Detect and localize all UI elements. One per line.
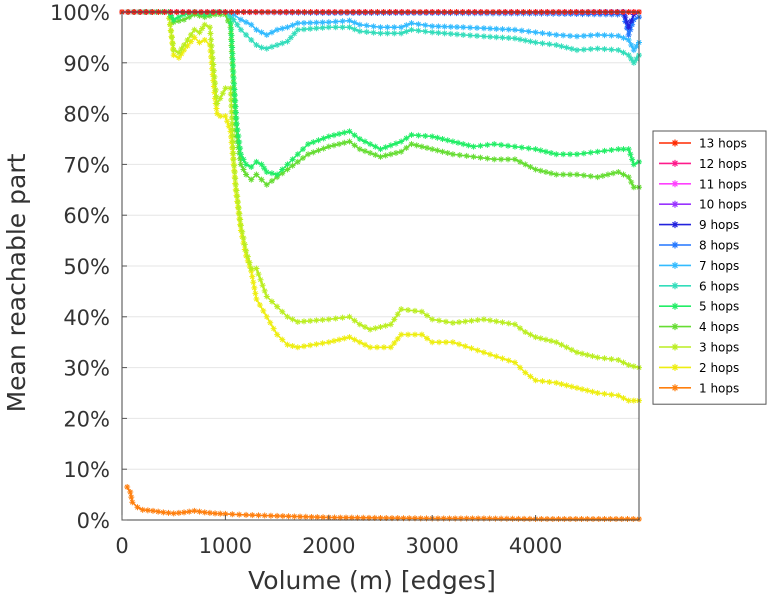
y-tick-label: 10% xyxy=(63,458,110,482)
y-tick-label: 90% xyxy=(63,52,110,76)
legend-label: 1 hops xyxy=(699,381,739,395)
legend-swatch-marker xyxy=(671,139,679,147)
legend-entry: 6 hops xyxy=(659,279,739,293)
legend-label: 12 hops xyxy=(699,157,747,171)
legend-swatch-marker xyxy=(671,363,679,371)
legend-swatch-marker xyxy=(671,261,679,269)
y-tick-label: 70% xyxy=(63,153,110,177)
legend-entry: 12 hops xyxy=(659,157,747,171)
y-tick-label: 20% xyxy=(63,407,110,431)
legend-label: 11 hops xyxy=(699,177,747,191)
legend-label: 6 hops xyxy=(699,279,739,293)
legend-label: 13 hops xyxy=(699,137,747,151)
legend-swatch-marker xyxy=(671,302,679,310)
legend-swatch-marker xyxy=(671,343,679,351)
legend-swatch-marker xyxy=(671,200,679,208)
legend-label: 3 hops xyxy=(699,341,739,355)
x-tick-label: 1000 xyxy=(199,534,252,558)
axis-ticks: 0% 10% 20% 30% 40% 50% 60% 70% 80% 90% 100% 0 1000 20… xyxy=(50,1,562,558)
legend-swatch-marker xyxy=(671,241,679,249)
x-tick-label: 0 xyxy=(115,534,128,558)
grid-lines xyxy=(122,11,639,521)
legend-label: 9 hops xyxy=(699,218,739,232)
legend-label: 4 hops xyxy=(699,320,739,334)
series-line xyxy=(126,486,639,520)
y-tick-label: 50% xyxy=(63,255,110,279)
legend-entry: 3 hops xyxy=(659,341,739,355)
y-tick-label: 80% xyxy=(63,103,110,127)
legend-entry: 1 hops xyxy=(659,381,739,395)
legend-swatch-marker xyxy=(671,180,679,188)
y-tick-label: 40% xyxy=(63,306,110,330)
legend-entry: 9 hops xyxy=(659,218,739,232)
y-axis-title: Mean reachable part xyxy=(2,153,31,412)
legend-swatch-marker xyxy=(671,384,679,392)
legend-entry: 4 hops xyxy=(659,320,739,334)
legend-label: 2 hops xyxy=(699,361,739,375)
legend-swatch-marker xyxy=(671,323,679,331)
series-markers xyxy=(124,483,642,522)
legend-swatch-marker xyxy=(671,282,679,290)
legend-entry: 2 hops xyxy=(659,361,739,375)
x-tick-label: 3000 xyxy=(405,534,458,558)
legend: 13 hops 12 hops 11 hops 10 hops 9 hops 8 hops… xyxy=(652,130,767,405)
legend-label: 5 hops xyxy=(699,300,739,314)
legend-entry: 7 hops xyxy=(659,259,739,273)
y-tick-label: 60% xyxy=(63,204,110,228)
series-1-hops xyxy=(124,483,642,522)
legend-entry: 11 hops xyxy=(659,177,747,191)
legend-entry: 8 hops xyxy=(659,239,739,253)
legend-entry: 5 hops xyxy=(659,300,739,314)
legend-label: 8 hops xyxy=(699,239,739,253)
legend-swatch-marker xyxy=(671,159,679,167)
legend-entry: 13 hops xyxy=(659,137,747,151)
x-tick-label: 4000 xyxy=(509,534,562,558)
x-axis-title: Volume (m) [edges] xyxy=(248,566,496,595)
series-line xyxy=(122,11,639,189)
legend-entry: 10 hops xyxy=(659,198,747,212)
y-tick-label: 0% xyxy=(77,509,110,533)
series-lines xyxy=(119,9,642,522)
series-line xyxy=(122,11,640,369)
legend-box xyxy=(652,130,767,405)
legend-label: 10 hops xyxy=(699,198,747,212)
legend-swatch-marker xyxy=(671,221,679,229)
x-tick-label: 2000 xyxy=(302,534,355,558)
y-tick-label: 30% xyxy=(63,357,110,381)
y-tick-label: 100% xyxy=(50,1,110,25)
legend-label: 7 hops xyxy=(699,259,739,273)
